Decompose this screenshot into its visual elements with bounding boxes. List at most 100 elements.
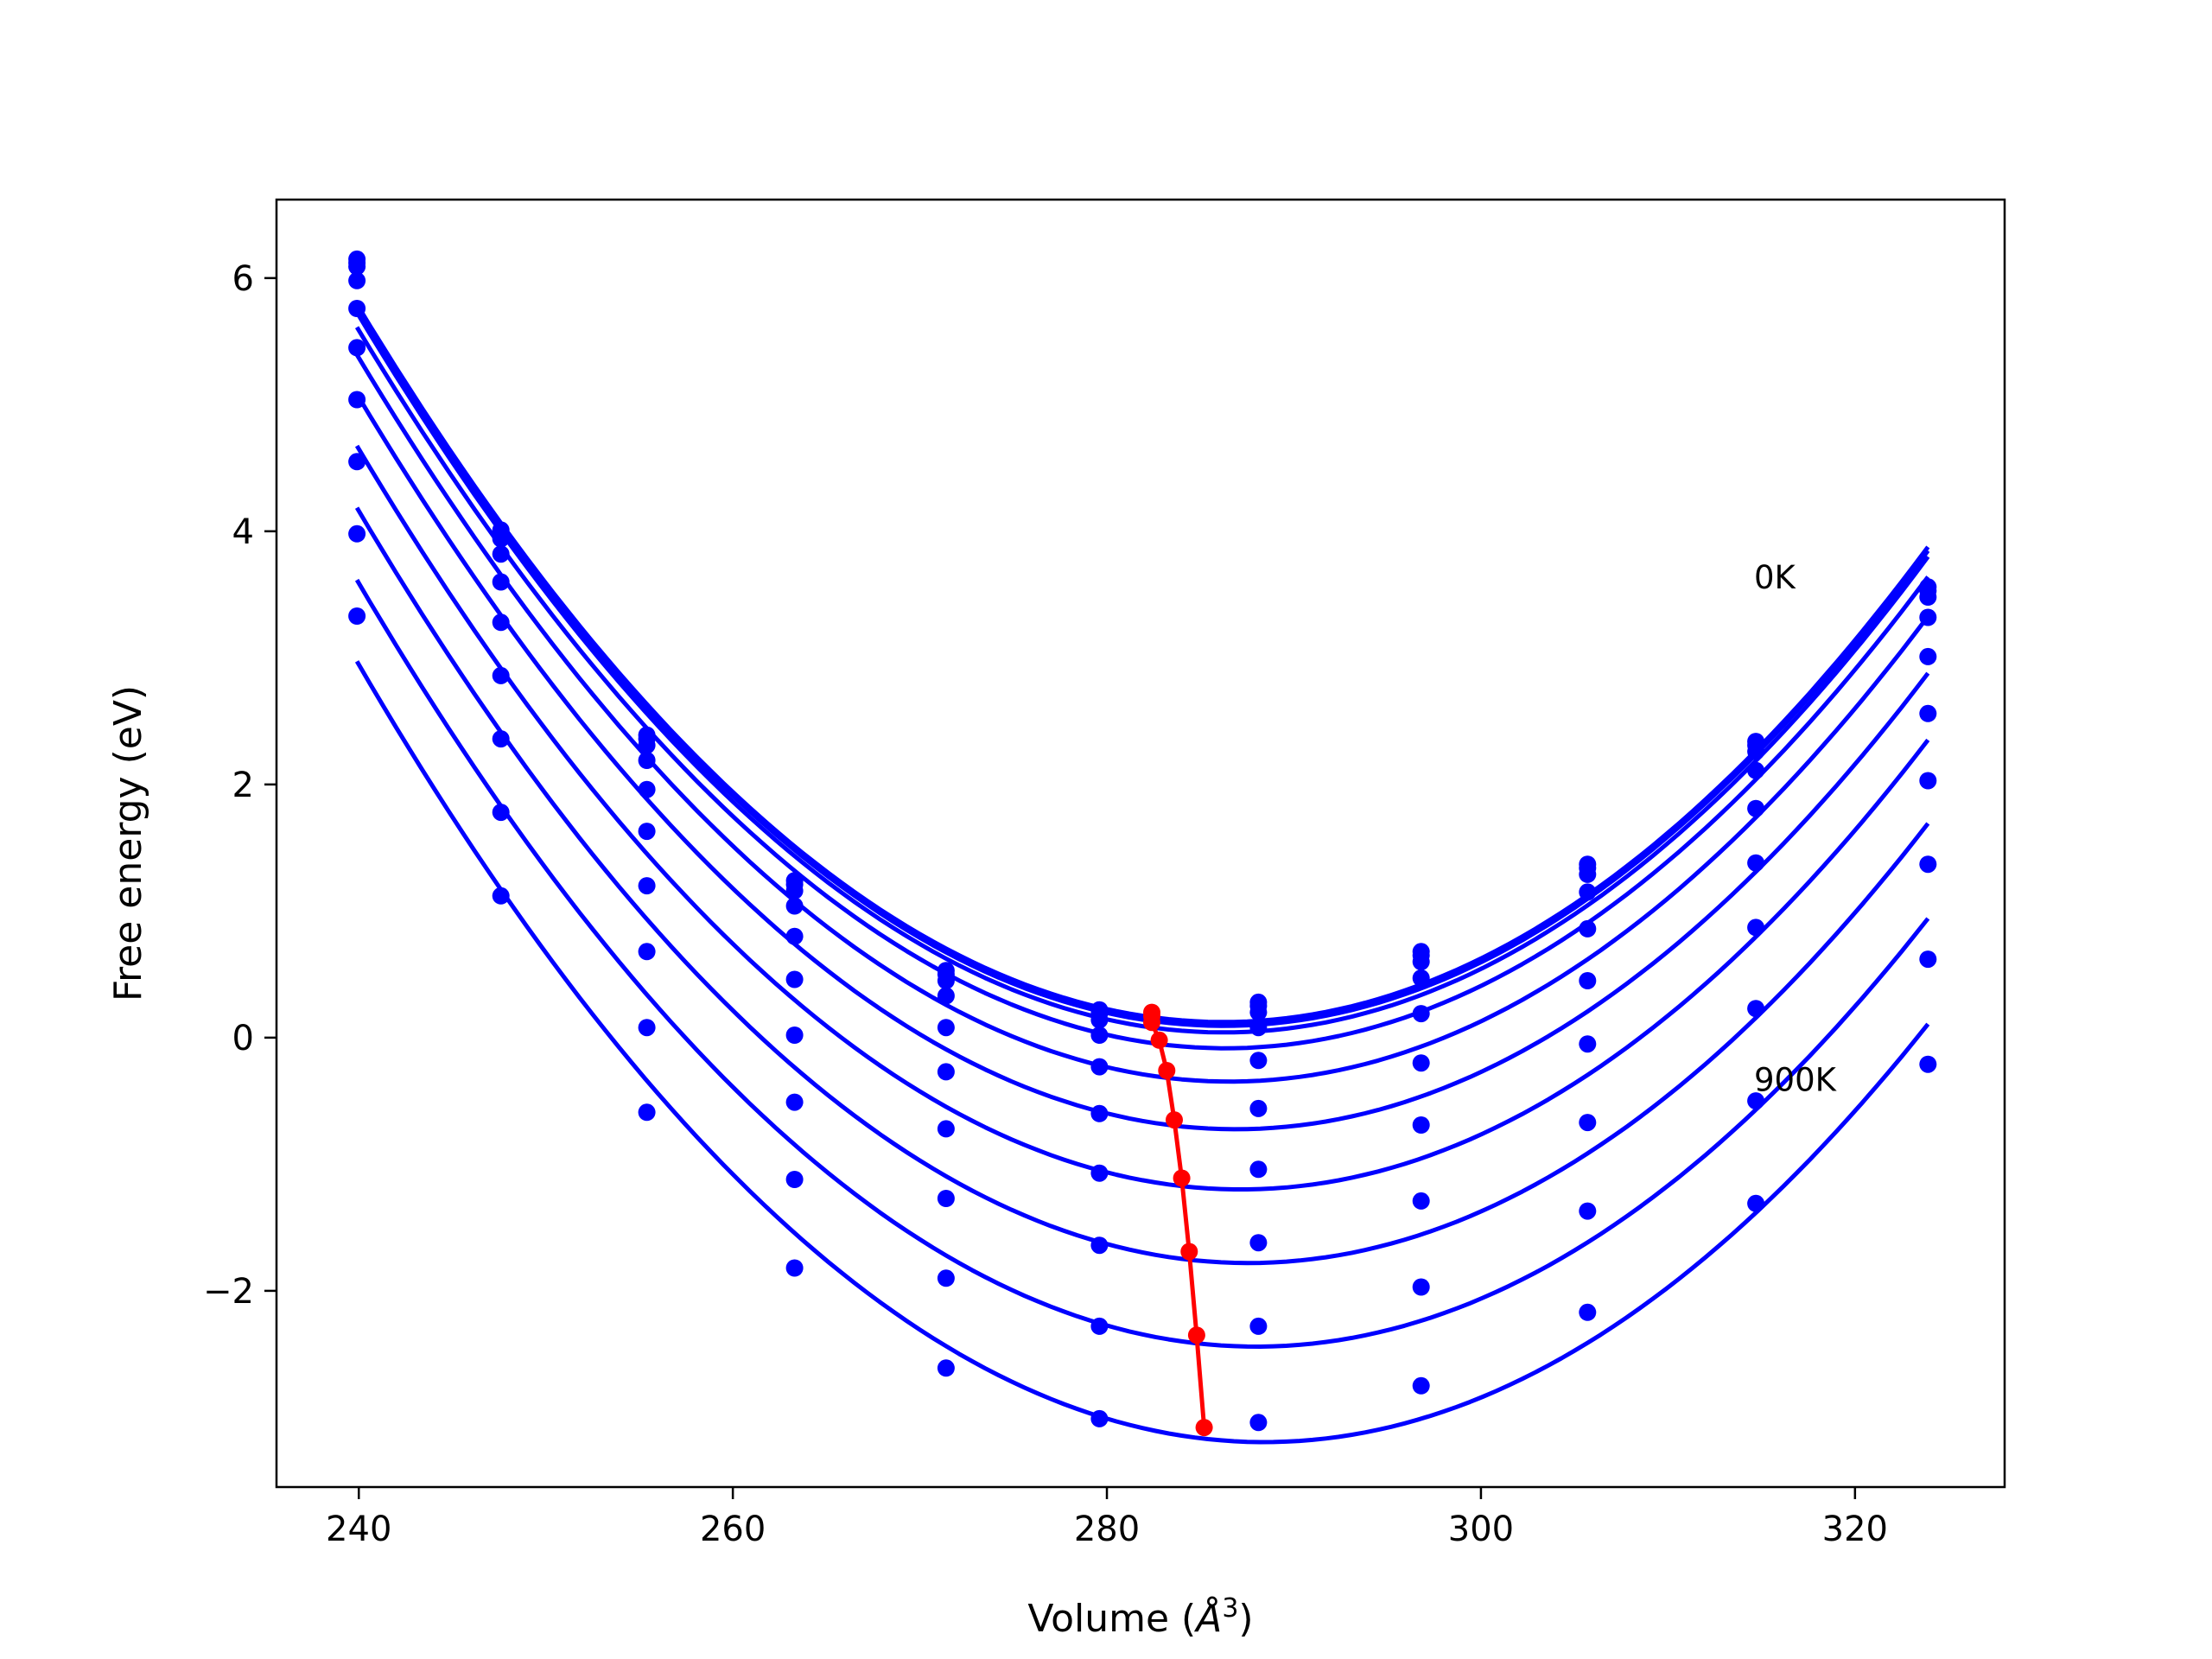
- data-point-9-1: [492, 887, 510, 905]
- data-point-4-9: [1747, 799, 1765, 817]
- minimum-point-6: [1173, 1169, 1191, 1187]
- data-point-8-7: [1412, 1278, 1430, 1296]
- data-point-2-9: [1747, 742, 1765, 760]
- series-line-1: [354, 307, 1930, 1028]
- data-point-8-4: [937, 1269, 955, 1287]
- data-point-7-0: [348, 453, 366, 471]
- data-point-2-2: [638, 736, 656, 754]
- minimum-point-9: [1195, 1419, 1213, 1437]
- data-point-2-3: [785, 881, 804, 899]
- data-point-9-4: [937, 1359, 955, 1377]
- series-line-2: [354, 311, 1930, 1035]
- data-point-2-10: [1919, 588, 1937, 606]
- data-point-4-8: [1579, 919, 1597, 938]
- data-point-2-7: [1412, 953, 1430, 970]
- series-line-8: [354, 578, 1930, 1349]
- data-point-7-1: [492, 730, 510, 748]
- data-point-6-7: [1412, 1116, 1430, 1134]
- data-point-7-3: [785, 1093, 804, 1111]
- data-point-8-8: [1579, 1202, 1597, 1220]
- annotation-1: 900K: [1754, 1061, 1838, 1098]
- data-point-5-3: [785, 970, 804, 988]
- data-point-8-2: [638, 1019, 656, 1037]
- data-point-9-3: [785, 1259, 804, 1277]
- data-point-6-9: [1747, 918, 1765, 937]
- data-point-6-4: [937, 1120, 955, 1138]
- x-tick-label-2: 280: [1074, 1510, 1140, 1549]
- data-point-5-0: [348, 339, 366, 357]
- y-tick-label-1: 0: [232, 1019, 254, 1058]
- minimum-path-layer: [1143, 1003, 1213, 1437]
- data-point-3-5: [1090, 1027, 1109, 1044]
- data-point-9-10: [1919, 1055, 1937, 1073]
- data-point-4-3: [785, 927, 804, 945]
- minimum-point-8: [1187, 1326, 1205, 1344]
- data-point-5-4: [937, 1063, 955, 1081]
- data-point-3-9: [1747, 761, 1765, 779]
- data-point-6-10: [1919, 772, 1937, 790]
- data-point-3-3: [785, 897, 804, 915]
- annotation-0: 0K: [1754, 559, 1797, 596]
- data-point-6-6: [1249, 1160, 1268, 1179]
- data-point-7-2: [638, 943, 656, 961]
- data-point-8-10: [1919, 950, 1937, 969]
- data-point-9-2: [638, 1103, 656, 1122]
- data-point-5-8: [1579, 972, 1597, 989]
- data-point-3-10: [1919, 608, 1937, 626]
- series-line-6: [354, 444, 1930, 1192]
- data-point-8-6: [1249, 1317, 1268, 1335]
- data-point-6-3: [785, 1027, 804, 1044]
- minimum-point-3: [1150, 1031, 1168, 1049]
- x-axis-label: Volume (Å3): [1027, 1593, 1253, 1642]
- data-point-7-5: [1090, 1236, 1109, 1255]
- data-point-4-1: [492, 573, 510, 591]
- data-point-7-8: [1579, 1114, 1597, 1132]
- series-line-3: [354, 326, 1930, 1051]
- data-point-8-3: [785, 1171, 804, 1188]
- y-tick-label-2: 2: [232, 766, 254, 805]
- data-point-5-5: [1090, 1104, 1109, 1122]
- data-point-3-1: [492, 545, 510, 563]
- data-point-7-6: [1249, 1234, 1268, 1252]
- data-point-3-6: [1249, 1019, 1268, 1037]
- minimum-point-5: [1166, 1111, 1183, 1129]
- data-point-8-9: [1747, 1092, 1765, 1110]
- x-tick-label-0: 240: [326, 1510, 391, 1549]
- data-point-9-8: [1579, 1303, 1597, 1321]
- plot-frame: [275, 198, 2006, 1489]
- data-point-3-8: [1579, 883, 1597, 901]
- data-point-6-5: [1090, 1164, 1109, 1182]
- y-tick-label-4: 6: [232, 259, 254, 299]
- data-point-6-8: [1579, 1035, 1597, 1053]
- data-point-7-10: [1919, 855, 1937, 874]
- data-point-4-5: [1090, 1058, 1109, 1076]
- data-point-9-5: [1090, 1409, 1109, 1427]
- data-point-5-7: [1412, 1054, 1430, 1072]
- data-point-2-1: [492, 530, 510, 548]
- data-point-4-7: [1412, 1005, 1430, 1023]
- data-point-9-7: [1412, 1376, 1430, 1395]
- data-point-6-0: [348, 391, 366, 409]
- series-line-7: [354, 506, 1930, 1266]
- data-point-2-5: [1090, 1011, 1109, 1029]
- data-point-5-10: [1919, 704, 1937, 722]
- data-point-4-6: [1249, 1052, 1268, 1070]
- data-point-4-10: [1919, 647, 1937, 665]
- data-point-4-0: [348, 300, 366, 317]
- data-point-3-4: [937, 987, 955, 1005]
- minimum-point-2: [1143, 1014, 1160, 1032]
- data-point-5-2: [638, 823, 656, 841]
- x-tick-label-1: 260: [700, 1510, 766, 1549]
- data-point-2-6: [1249, 1003, 1268, 1021]
- data-point-3-0: [348, 271, 366, 289]
- data-point-7-7: [1412, 1192, 1430, 1210]
- data-point-9-0: [348, 607, 366, 625]
- y-tick-label-0: −2: [203, 1272, 254, 1312]
- minimum-point-4: [1158, 1062, 1176, 1079]
- data-point-6-1: [492, 666, 510, 684]
- annotations-layer: 0K 900K: [1754, 559, 1838, 1099]
- data-point-5-6: [1249, 1099, 1268, 1117]
- x-tick-label-3: 300: [1448, 1510, 1514, 1549]
